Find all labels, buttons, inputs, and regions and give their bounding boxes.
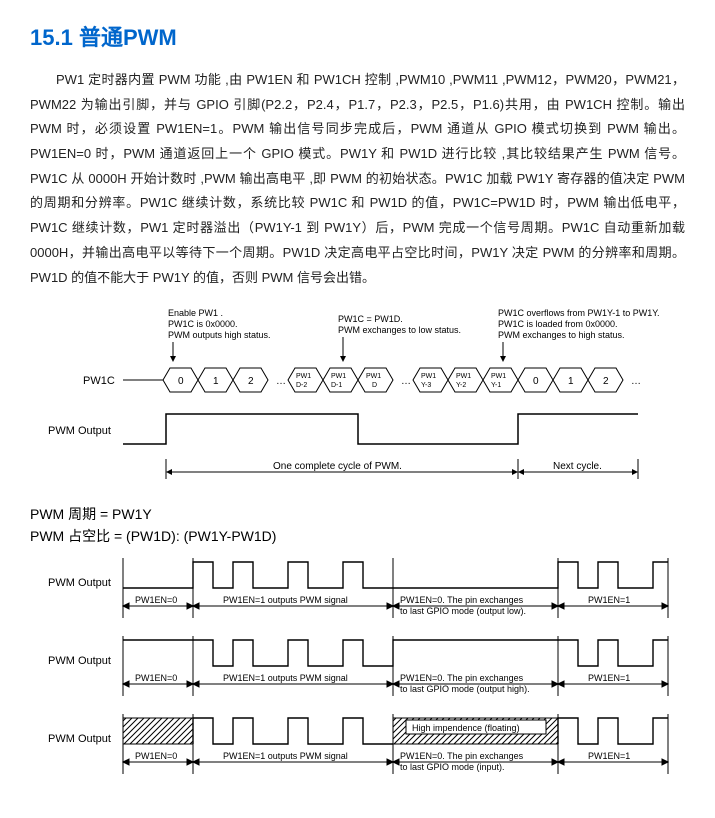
next-label: Next cycle. <box>553 461 602 472</box>
hex-1r: 1 <box>568 376 574 387</box>
row3-label: PWM Output <box>48 733 111 745</box>
r2s1: PW1EN=0 <box>135 673 177 683</box>
hex-y1a: PW1 <box>491 373 506 380</box>
r1s3a: PW1EN=0. The pin exchanges <box>400 595 524 605</box>
hex-0: 0 <box>178 376 184 387</box>
note1-l3: PWM outputs high status. <box>168 330 271 340</box>
row2-label: PWM Output <box>48 655 111 667</box>
pw1c-label: PW1C <box>83 375 115 387</box>
pwm-output-label: PWM Output <box>48 425 111 437</box>
hex-y1b: Y-1 <box>491 382 501 389</box>
hex-d2a: PW1 <box>296 373 311 380</box>
note1-l2: PW1C is 0x0000. <box>168 319 238 329</box>
hex-2: 2 <box>248 376 254 387</box>
hex-0r: 0 <box>533 376 539 387</box>
timing-diagram-1: Enable PW1 . PW1C is 0x0000. PWM outputs… <box>38 304 678 494</box>
note1-l1: Enable PW1 . <box>168 308 223 318</box>
svg-text:…: … <box>401 376 411 387</box>
note3-l2: PW1C is loaded from 0x0000. <box>498 319 618 329</box>
row1-label: PWM Output <box>48 577 111 589</box>
section-heading: 15.1 普通PWM <box>30 20 685 52</box>
r1s1: PW1EN=0 <box>135 595 177 605</box>
r2s3a: PW1EN=0. The pin exchanges <box>400 673 524 683</box>
note3-l3: PWM exchanges to high status. <box>498 330 625 340</box>
hex-d2b: D-2 <box>296 382 307 389</box>
r3s2: PW1EN=1 outputs PWM signal <box>223 751 348 761</box>
r3s4: PW1EN=1 <box>588 751 630 761</box>
hex-da: PW1 <box>366 373 381 380</box>
timing-diagram-2: PWM Output PW1EN=0 PW1EN=1 outputs PWM s… <box>38 548 678 788</box>
hex-y2b: Y-2 <box>456 382 466 389</box>
formula-period: PWM 周期 = PW1Y <box>30 504 685 524</box>
r1s2: PW1EN=1 outputs PWM signal <box>223 595 348 605</box>
hiz-label: High impendence (floating) <box>412 723 520 733</box>
r3s3b: to last GPIO mode (input). <box>400 762 505 772</box>
r1s4: PW1EN=1 <box>588 595 630 605</box>
note2-l1: PW1C = PW1D. <box>338 314 403 324</box>
r3s1: PW1EN=0 <box>135 751 177 761</box>
hex-2r: 2 <box>603 376 609 387</box>
r2s4: PW1EN=1 <box>588 673 630 683</box>
cycle-label: One complete cycle of PWM. <box>273 461 402 472</box>
r2s3b: to last GPIO mode (output high). <box>400 684 530 694</box>
hex-d1b: D-1 <box>331 382 342 389</box>
hex-1: 1 <box>213 376 219 387</box>
svg-text:…: … <box>631 376 641 387</box>
r3s3a: PW1EN=0. The pin exchanges <box>400 751 524 761</box>
hex-db: D <box>372 382 377 389</box>
r1s3b: to last GPIO mode (output low). <box>400 606 526 616</box>
note2-l2: PWM exchanges to low status. <box>338 325 461 335</box>
body-paragraph: PW1 定时器内置 PWM 功能 ,由 PW1EN 和 PW1CH 控制 ,PW… <box>30 68 685 290</box>
heading-title: 普通PWM <box>79 25 177 50</box>
heading-number: 15.1 <box>30 25 73 50</box>
r2s2: PW1EN=1 outputs PWM signal <box>223 673 348 683</box>
formula-duty: PWM 占空比 = (PW1D): (PW1Y-PW1D) <box>30 526 685 546</box>
svg-text:…: … <box>276 376 286 387</box>
hex-d1a: PW1 <box>331 373 346 380</box>
hex-y3b: Y-3 <box>421 382 431 389</box>
hex-y2a: PW1 <box>456 373 471 380</box>
note3-l1: PW1C overflows from PW1Y-1 to PW1Y. <box>498 308 660 318</box>
hex-y3a: PW1 <box>421 373 436 380</box>
